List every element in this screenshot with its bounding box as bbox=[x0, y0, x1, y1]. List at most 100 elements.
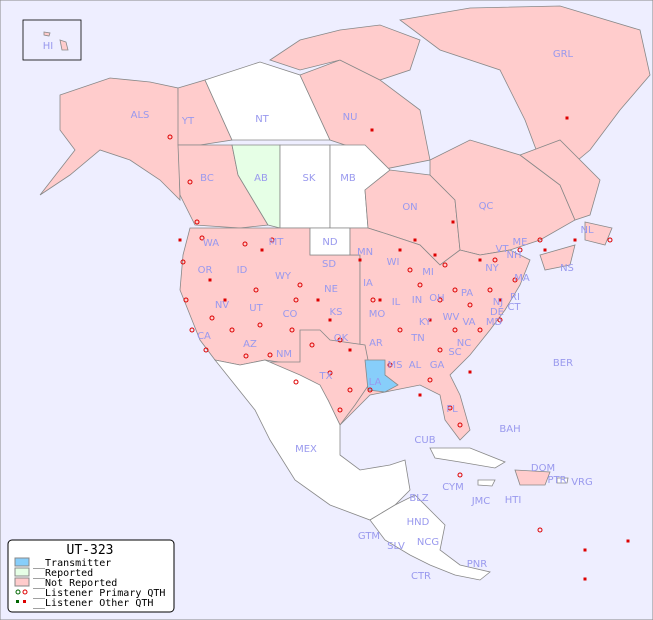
region-label-HI: HI bbox=[43, 41, 53, 52]
legend-label-transmitter: __Transmitter bbox=[33, 558, 111, 569]
region-label-VT: VT bbox=[496, 244, 510, 255]
region-label-BER: BER bbox=[553, 358, 573, 369]
region-label-PNR: PNR bbox=[467, 559, 488, 570]
region-ALS bbox=[39, 77, 181, 201]
listener-primary-qth-marker bbox=[452, 327, 458, 333]
listener-primary-qth-marker bbox=[337, 337, 343, 343]
listener-primary-qth-marker bbox=[187, 179, 193, 185]
region-AB bbox=[231, 144, 281, 229]
listener-primary-qth-marker bbox=[203, 347, 209, 353]
listener-other-qth-marker bbox=[328, 318, 332, 322]
listener-primary-qth-marker bbox=[467, 302, 473, 308]
region-PTR bbox=[556, 477, 569, 484]
region-QC bbox=[429, 139, 576, 256]
region-label-KY: KY bbox=[419, 317, 432, 328]
legend-square-green-icon bbox=[16, 600, 19, 603]
listener-primary-qth-marker bbox=[442, 262, 448, 268]
listener-other-qth-marker bbox=[208, 278, 212, 282]
region-SK bbox=[279, 144, 331, 229]
region-label-GA: GA bbox=[430, 360, 445, 371]
listener-primary-qth-marker bbox=[447, 405, 453, 411]
region-label-IN: IN bbox=[412, 295, 422, 306]
region-label-NH: NH bbox=[507, 250, 522, 261]
region-label-CTR: CTR bbox=[411, 571, 431, 582]
region-label-AR: AR bbox=[369, 338, 383, 349]
legend: UT-323 __Transmitter __Reported __Not Re… bbox=[7, 539, 175, 613]
listener-other-qth-marker bbox=[468, 370, 472, 374]
region-label-WV: WV bbox=[443, 312, 460, 323]
region-CUB bbox=[429, 447, 506, 469]
listener-primary-qth-marker bbox=[487, 287, 493, 293]
legend-label-reported: __Reported bbox=[33, 568, 93, 579]
listener-other-qth-marker bbox=[418, 393, 422, 397]
listener-primary-qth-marker bbox=[267, 352, 273, 358]
listener-primary-qth-marker bbox=[253, 287, 259, 293]
listener-other-qth-marker bbox=[565, 116, 569, 120]
listener-primary-qth-marker bbox=[367, 387, 373, 393]
region-label-ON: ON bbox=[402, 202, 417, 213]
listener-primary-qth-marker bbox=[293, 379, 299, 385]
listener-primary-qth-marker bbox=[452, 287, 458, 293]
region-label-OH: OH bbox=[429, 293, 444, 304]
listener-primary-qth-marker bbox=[199, 235, 205, 241]
region-label-CYM: CYM bbox=[442, 482, 464, 493]
listener-primary-qth-marker bbox=[309, 342, 315, 348]
listener-other-qth-marker bbox=[316, 298, 320, 302]
region-label-MD: MD bbox=[486, 317, 503, 328]
region-arctic-islands bbox=[269, 24, 421, 81]
legend-label-primary-qth: __Listener Primary QTH bbox=[33, 588, 165, 599]
listener-other-qth-marker bbox=[498, 298, 502, 302]
listener-primary-qth-marker bbox=[229, 327, 235, 333]
region-label-NJ: NJ bbox=[493, 297, 503, 308]
region-central-america bbox=[369, 494, 491, 581]
region-label-WI: WI bbox=[387, 257, 400, 268]
legend-circle-red-icon bbox=[22, 589, 28, 595]
region-label-QC: QC bbox=[479, 201, 494, 212]
region-label-DOM: DOM bbox=[531, 463, 555, 474]
listener-other-qth-marker bbox=[451, 220, 455, 224]
listener-other-qth-marker bbox=[260, 248, 264, 252]
region-JMC bbox=[477, 479, 496, 487]
listener-primary-qth-marker bbox=[327, 370, 333, 376]
region-label-JMC: JMC bbox=[471, 496, 491, 507]
region-label-MO: MO bbox=[369, 309, 386, 320]
listener-primary-qth-marker bbox=[269, 237, 275, 243]
listener-other-qth-marker bbox=[378, 298, 382, 302]
region-label-GTM: GTM bbox=[358, 531, 380, 542]
listener-other-qth-marker bbox=[398, 248, 402, 252]
listener-primary-qth-marker bbox=[189, 327, 195, 333]
listener-primary-qth-marker bbox=[397, 327, 403, 333]
region-label-MEX: MEX bbox=[295, 444, 317, 455]
listener-primary-qth-marker bbox=[194, 219, 200, 225]
listener-dots bbox=[167, 116, 630, 581]
listener-other-qth-marker bbox=[626, 539, 630, 543]
region-label-ID: ID bbox=[237, 265, 248, 276]
legend-label-not-reported: __Not Reported bbox=[33, 578, 117, 589]
listener-other-qth-marker bbox=[583, 548, 587, 552]
region-label-ND: ND bbox=[322, 237, 337, 248]
legend-swatch-transmitter bbox=[14, 557, 30, 567]
listener-primary-qth-marker bbox=[297, 282, 303, 288]
region-label-SK: SK bbox=[303, 173, 316, 184]
region-label-AB: AB bbox=[254, 173, 268, 184]
listener-other-qth-marker bbox=[348, 348, 352, 352]
listener-primary-qth-marker bbox=[209, 315, 215, 321]
region-label-AL: AL bbox=[409, 360, 422, 371]
listener-primary-qth-marker bbox=[512, 277, 518, 283]
region-label-CUB: CUB bbox=[414, 435, 435, 446]
region-label-RI: RI bbox=[510, 292, 520, 303]
region-label-BC: BC bbox=[200, 173, 214, 184]
region-label-OR: OR bbox=[198, 265, 213, 276]
listener-other-qth-marker bbox=[428, 318, 432, 322]
region-label-NS: NS bbox=[560, 263, 574, 274]
legend-label-other-qth: __Listener Other QTH bbox=[33, 598, 153, 609]
legend-circle-green-icon bbox=[15, 589, 21, 595]
region-label-CO: CO bbox=[283, 309, 298, 320]
listener-primary-qth-marker bbox=[370, 297, 376, 303]
listener-other-qth-marker bbox=[370, 128, 374, 132]
region-label-LA: LA bbox=[369, 377, 382, 388]
listener-primary-qth-marker bbox=[242, 241, 248, 247]
listener-primary-qth-marker bbox=[607, 237, 613, 243]
region-label-MS: MS bbox=[388, 360, 403, 371]
